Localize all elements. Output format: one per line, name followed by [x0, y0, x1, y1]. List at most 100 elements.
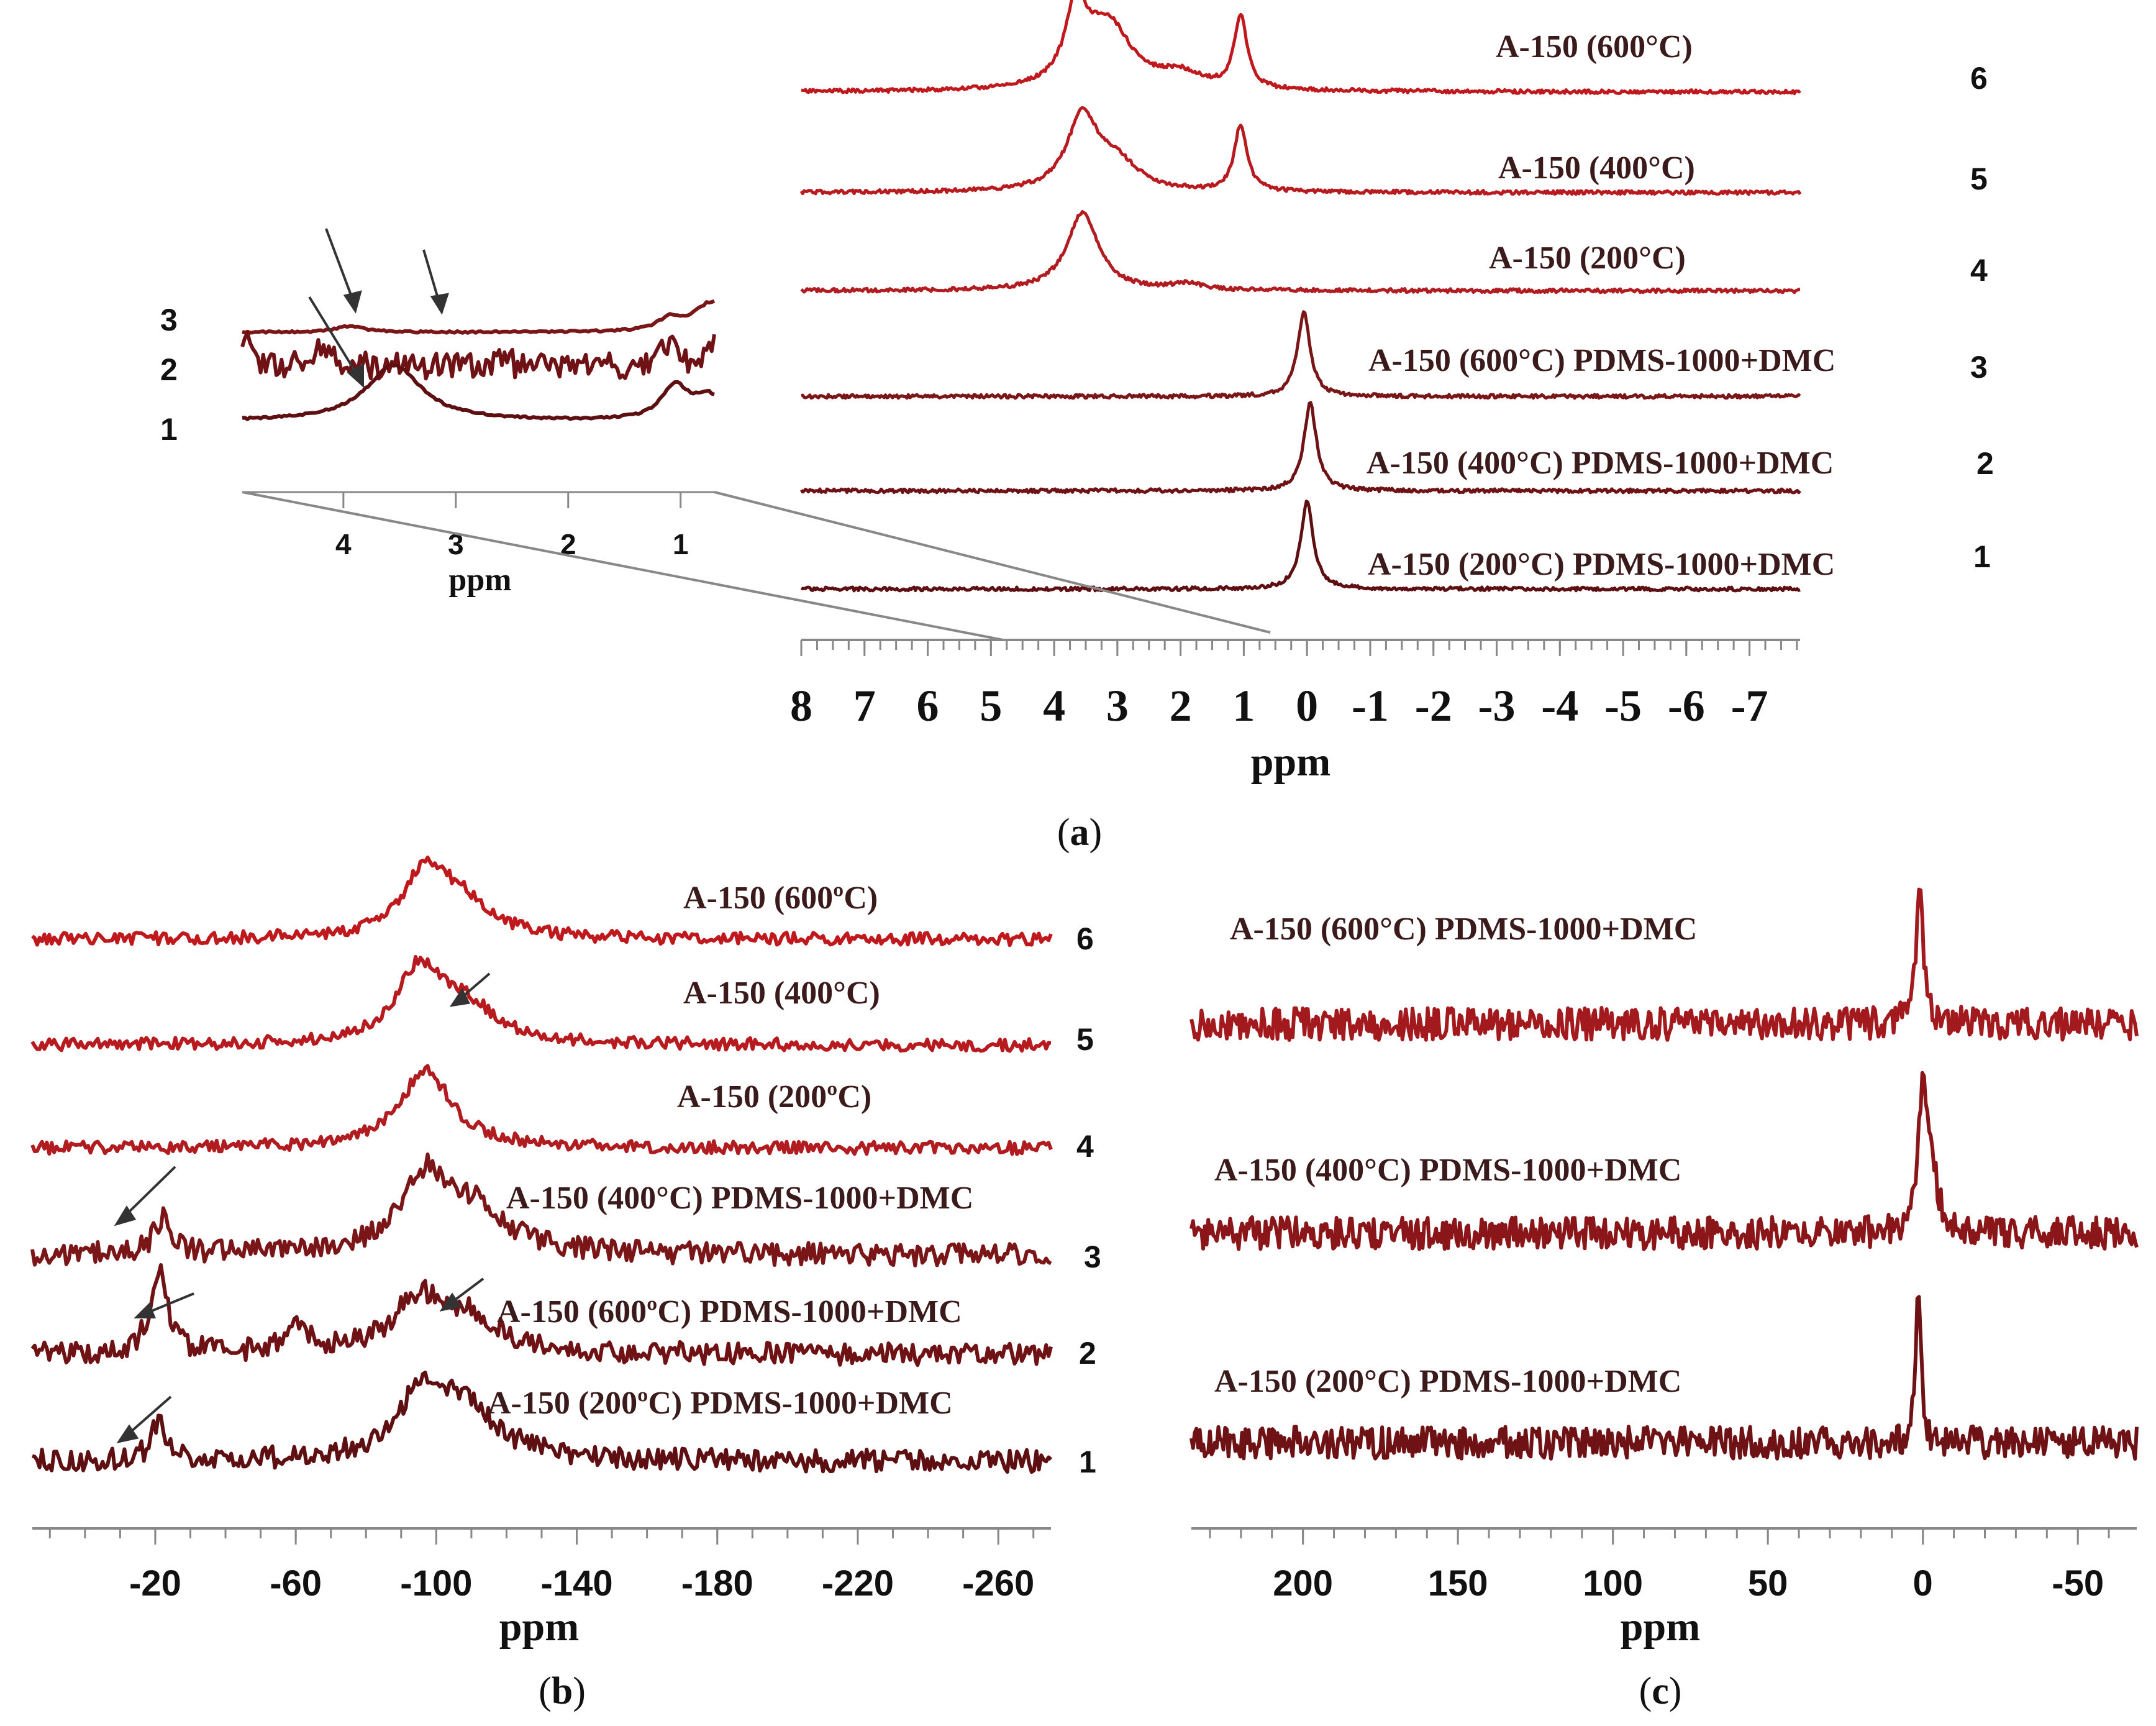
a-inset-spectrum-line-1: [242, 363, 715, 421]
b-labels-group: A-150 (600ºC) A-150 (400°C) A-150 (200ºC…: [488, 880, 1101, 1479]
a-tick-label: 1: [1232, 681, 1255, 731]
a-tick-label: 6: [917, 681, 939, 731]
c-spectra-group: [1189, 887, 2139, 1461]
a-series-number-1: 1: [1973, 539, 1991, 574]
a-spectrum-line-6: [801, 0, 1801, 96]
a-inset-spectrum-line-3: [241, 299, 716, 335]
b-tick-label: -180: [681, 1563, 753, 1604]
c-tick-label: 50: [1748, 1563, 1788, 1604]
c-ticks-group: 200 150 100 50 0 -50: [1209, 1528, 2110, 1604]
b-series-label-5: A-150 (400°C): [683, 975, 880, 1011]
b-spectrum-line-2: [30, 1263, 1053, 1368]
a-series-label-3: A-150 (600°C) PDMS-1000+DMC: [1368, 343, 1835, 378]
b-series-number-5: 5: [1076, 1022, 1094, 1057]
a-series-number-2: 2: [1976, 446, 1994, 481]
b-series-label-1: A-150 (200ºC) PDMS-1000+DMC: [488, 1386, 953, 1421]
c-tick-label: 200: [1273, 1563, 1333, 1604]
c-panel-label: (c): [1639, 1670, 1682, 1712]
a-inset-arrow-1: [325, 228, 362, 314]
panel-c: A-150 (600°C) PDMS-1000+DMC A-150 (400°C…: [1189, 887, 2139, 1712]
a-tick-label: 3: [1106, 681, 1129, 731]
b-arrow-5: [449, 972, 491, 1007]
a-tick-label: 7: [853, 681, 876, 731]
a-panel-label: (a): [1057, 811, 1102, 854]
b-arrow-2a: [134, 1292, 194, 1318]
a-ticks-group: 8 7 6 5 4 3 2 1 0 -1 -2 -3 -4 -5 -6 -7: [790, 640, 1798, 731]
a-tick-label: 4: [1043, 681, 1065, 731]
a-tick-label: -4: [1541, 681, 1578, 731]
b-series-number-3: 3: [1084, 1240, 1101, 1274]
b-tick-label: -100: [400, 1563, 472, 1604]
c-tick-label: 150: [1428, 1563, 1488, 1604]
a-spectra-group: [799, 0, 1802, 593]
a-tick-label: 8: [790, 681, 812, 731]
a-inset-number-3: 3: [160, 303, 178, 337]
a-series-number-3: 3: [1970, 350, 1988, 385]
b-tick-label: -20: [129, 1563, 181, 1604]
c-labels-group: A-150 (600°C) PDMS-1000+DMC A-150 (400°C…: [1214, 911, 1697, 1399]
b-series-number-1: 1: [1079, 1445, 1096, 1479]
b-arrow-3: [114, 1166, 176, 1226]
a-inset-spectrum-line-2: [240, 331, 716, 381]
a-series-label-5: A-150 (400°C): [1498, 150, 1695, 186]
a-series-number-4: 4: [1970, 253, 1988, 288]
c-spectrum-line-2: [1189, 1295, 2139, 1461]
a-labels-group: A-150 (600°C) A-150 (400°C) A-150 (200°C…: [1367, 29, 1994, 582]
a-tick-label: -3: [1478, 681, 1516, 731]
a-tick-label: 5: [980, 681, 1002, 731]
b-series-label-4: A-150 (200ºC): [677, 1079, 871, 1115]
c-tick-label: 0: [1913, 1563, 1933, 1604]
a-tick-label: -2: [1415, 681, 1452, 731]
a-spectrum-line-5: [799, 106, 1802, 196]
a-inset-tick-label: 4: [335, 528, 352, 560]
b-spectrum-line-4: [30, 1064, 1053, 1156]
b-arrow-2b: [439, 1277, 484, 1312]
a-tick-label: -7: [1731, 681, 1768, 731]
a-spectrum-line-3: [801, 310, 1801, 400]
a-inset-arrow-3: [308, 296, 364, 388]
b-tick-label: -60: [270, 1563, 322, 1604]
b-ticks-group: -20 -60 -100 -140 -180 -220 -260: [48, 1528, 1035, 1604]
b-series-number-2: 2: [1079, 1336, 1096, 1371]
a-series-number-6: 6: [1970, 61, 1988, 96]
a-spectrum-line-4: [800, 210, 1801, 295]
a-tick-label: -1: [1352, 681, 1389, 731]
c-spectrum-line-1: [1189, 1071, 2139, 1251]
panel-b: A-150 (600ºC) A-150 (400°C) A-150 (200ºC…: [30, 856, 1101, 1712]
b-x-axis-title: ppm: [499, 1604, 579, 1650]
c-series-label-200: A-150 (200°C) PDMS-1000+DMC: [1214, 1364, 1681, 1399]
a-zoom-connector-right: [714, 491, 1271, 634]
b-tick-label: -260: [962, 1563, 1034, 1604]
b-spectrum-line-3: [30, 1152, 1052, 1267]
c-x-axis-title: ppm: [1621, 1604, 1700, 1650]
a-spectrum-line-2: [799, 401, 1801, 495]
a-series-label-1: A-150 (200°C) PDMS-1000+DMC: [1368, 547, 1835, 582]
a-tick-label: -5: [1604, 681, 1642, 731]
c-tick-label: -50: [2052, 1563, 2104, 1604]
a-inset-number-2: 2: [160, 352, 178, 387]
c-tick-label: 100: [1583, 1563, 1643, 1604]
b-series-number-4: 4: [1076, 1129, 1094, 1164]
a-series-number-5: 5: [1970, 162, 1988, 196]
a-inset-number-1: 1: [160, 412, 178, 447]
a-x-axis-title: ppm: [1251, 739, 1330, 785]
a-tick-label: 2: [1170, 681, 1192, 731]
b-series-label-3: A-150 (400°C) PDMS-1000+DMC: [506, 1180, 973, 1216]
c-series-label-400: A-150 (400°C) PDMS-1000+DMC: [1214, 1153, 1681, 1188]
a-zoom-connector-left: [242, 491, 1004, 641]
b-spectrum-line-6: [31, 856, 1053, 947]
b-series-label-6: A-150 (600ºC): [683, 880, 878, 916]
b-spectrum-line-5: [30, 955, 1052, 1053]
a-inset-arrow-2: [422, 249, 449, 315]
b-arrow-1: [116, 1395, 172, 1443]
b-tick-label: -220: [822, 1563, 894, 1604]
a-inset-tick-label: 1: [673, 528, 689, 560]
panel-a: A-150 (600°C) A-150 (400°C) A-150 (200°C…: [160, 0, 1994, 854]
b-series-number-6: 6: [1076, 921, 1094, 956]
b-tick-label: -140: [541, 1563, 613, 1604]
a-series-label-4: A-150 (200°C): [1489, 240, 1686, 276]
a-tick-label: 0: [1296, 681, 1318, 731]
